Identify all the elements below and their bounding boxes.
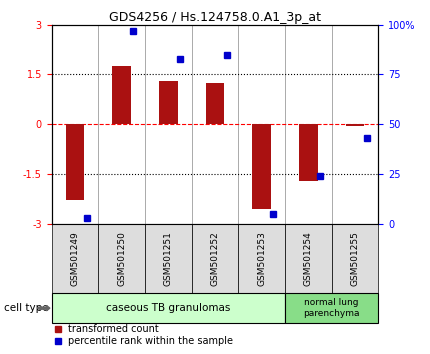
Text: transformed count: transformed count bbox=[68, 324, 159, 334]
Bar bbox=[192, 224, 238, 293]
Bar bbox=[238, 224, 285, 293]
Bar bbox=[252, 124, 271, 209]
Text: GSM501250: GSM501250 bbox=[117, 231, 126, 286]
Text: GSM501254: GSM501254 bbox=[304, 231, 313, 286]
Bar bbox=[332, 224, 378, 293]
Text: percentile rank within the sample: percentile rank within the sample bbox=[68, 336, 233, 346]
Text: GSM501251: GSM501251 bbox=[164, 231, 173, 286]
Bar bbox=[159, 81, 178, 124]
Bar bbox=[52, 224, 98, 293]
Text: normal lung
parenchyma: normal lung parenchyma bbox=[304, 298, 360, 318]
Bar bbox=[112, 66, 131, 124]
Text: GSM501255: GSM501255 bbox=[350, 231, 359, 286]
Bar bbox=[346, 124, 364, 126]
Text: GSM501253: GSM501253 bbox=[257, 231, 266, 286]
Bar bbox=[299, 124, 318, 181]
Title: GDS4256 / Hs.124758.0.A1_3p_at: GDS4256 / Hs.124758.0.A1_3p_at bbox=[109, 11, 321, 24]
Bar bbox=[206, 83, 224, 124]
Bar bbox=[98, 224, 145, 293]
Bar bbox=[285, 224, 332, 293]
Bar bbox=[52, 293, 285, 323]
Bar bbox=[66, 124, 84, 200]
Bar bbox=[145, 224, 192, 293]
Text: caseous TB granulomas: caseous TB granulomas bbox=[106, 303, 230, 313]
Text: GSM501252: GSM501252 bbox=[211, 231, 219, 286]
Text: cell type: cell type bbox=[4, 303, 49, 313]
Bar bbox=[285, 293, 378, 323]
Text: GSM501249: GSM501249 bbox=[71, 231, 80, 286]
